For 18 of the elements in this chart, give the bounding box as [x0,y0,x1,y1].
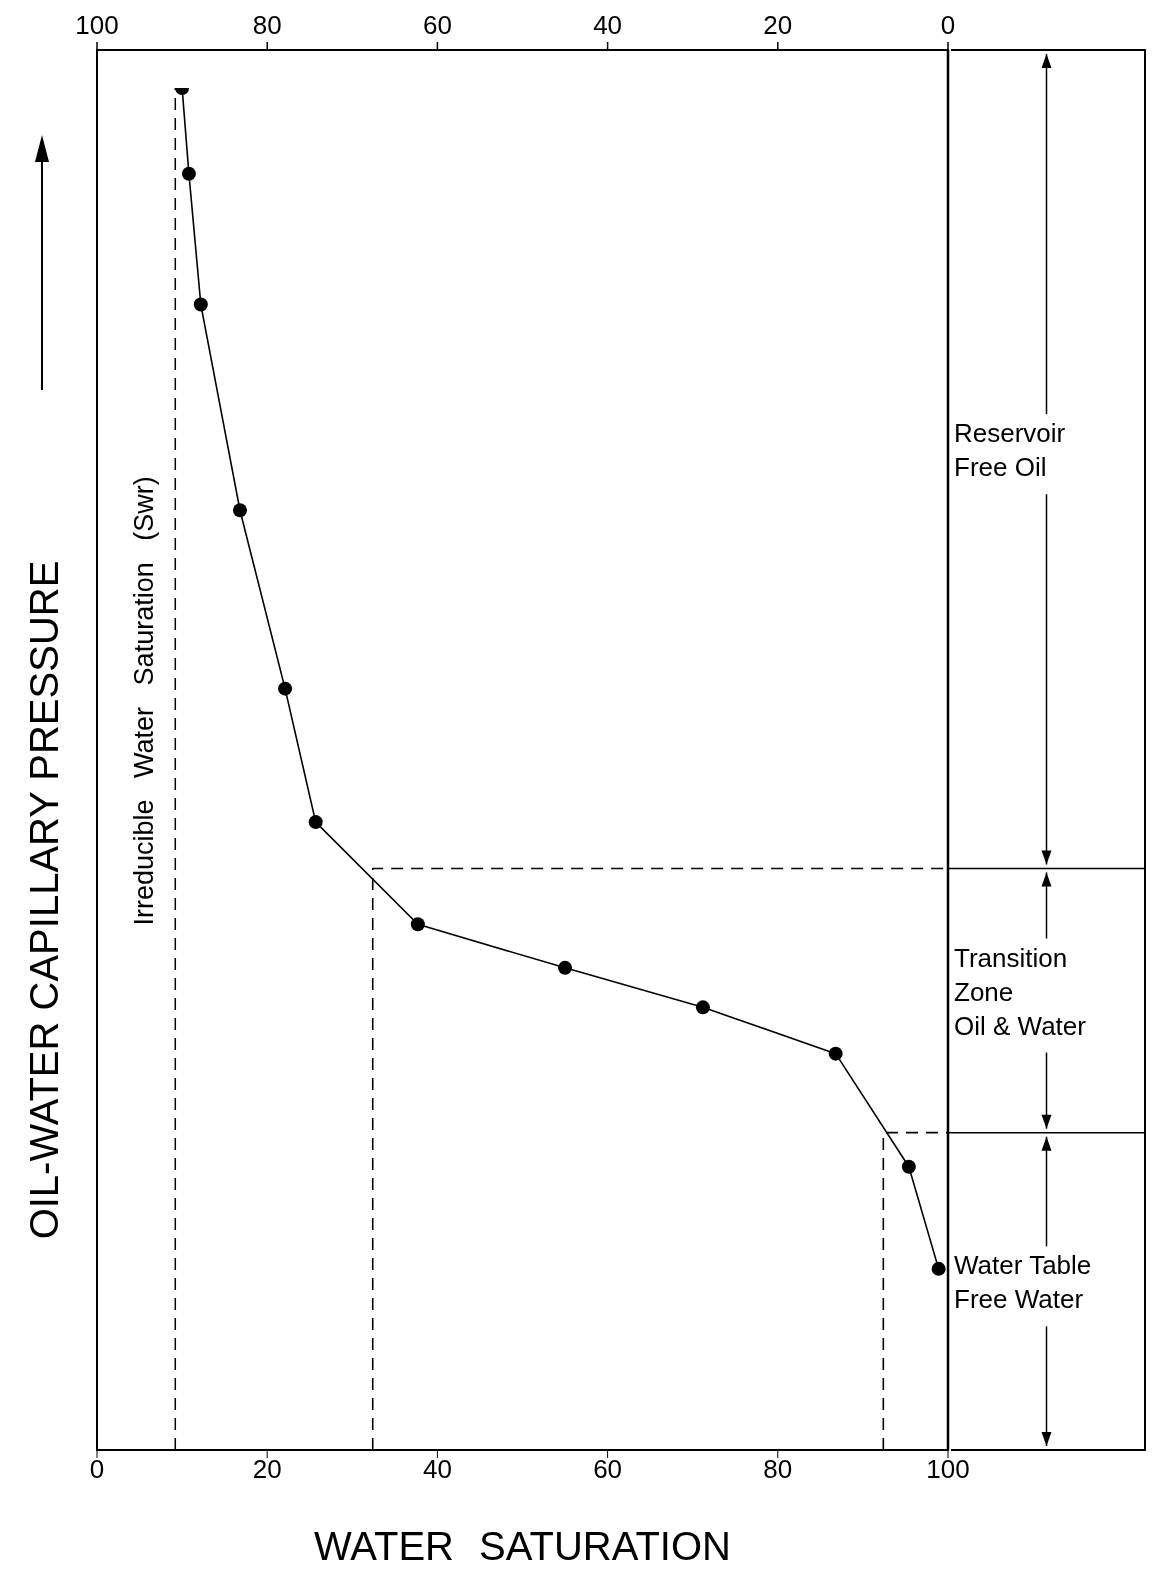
x2-tick-label: 40 [593,10,623,40]
x-tick-label: 100 [926,1454,970,1485]
text: Reservoir Free Oil [954,418,1066,483]
x-tick-label: 20 [252,1454,282,1485]
x2-tick-label: 20 [763,10,793,40]
x2-tick-label: 0 [940,10,956,40]
x2-tick-label: 60 [422,10,452,40]
x-tick-label: 80 [763,1454,793,1485]
ref-line-label: Irreducible Water Saturation (Swr) [129,476,160,926]
x-tick-label: 60 [593,1454,623,1485]
x-tick-label: 40 [422,1454,452,1485]
x2-tick-label: 80 [252,10,282,40]
x-tick-label: 0 [89,1454,105,1485]
text: Water Table Free Water [954,1250,1092,1315]
x-axis-title: WATER SATURATION [314,1524,731,1568]
x2-tick-label: 100 [75,10,119,40]
y-axis-title: OIL-WATER CAPILLARY PRESSURE [22,560,66,1240]
text: Transition Zone Oil & Water [954,942,1087,1041]
